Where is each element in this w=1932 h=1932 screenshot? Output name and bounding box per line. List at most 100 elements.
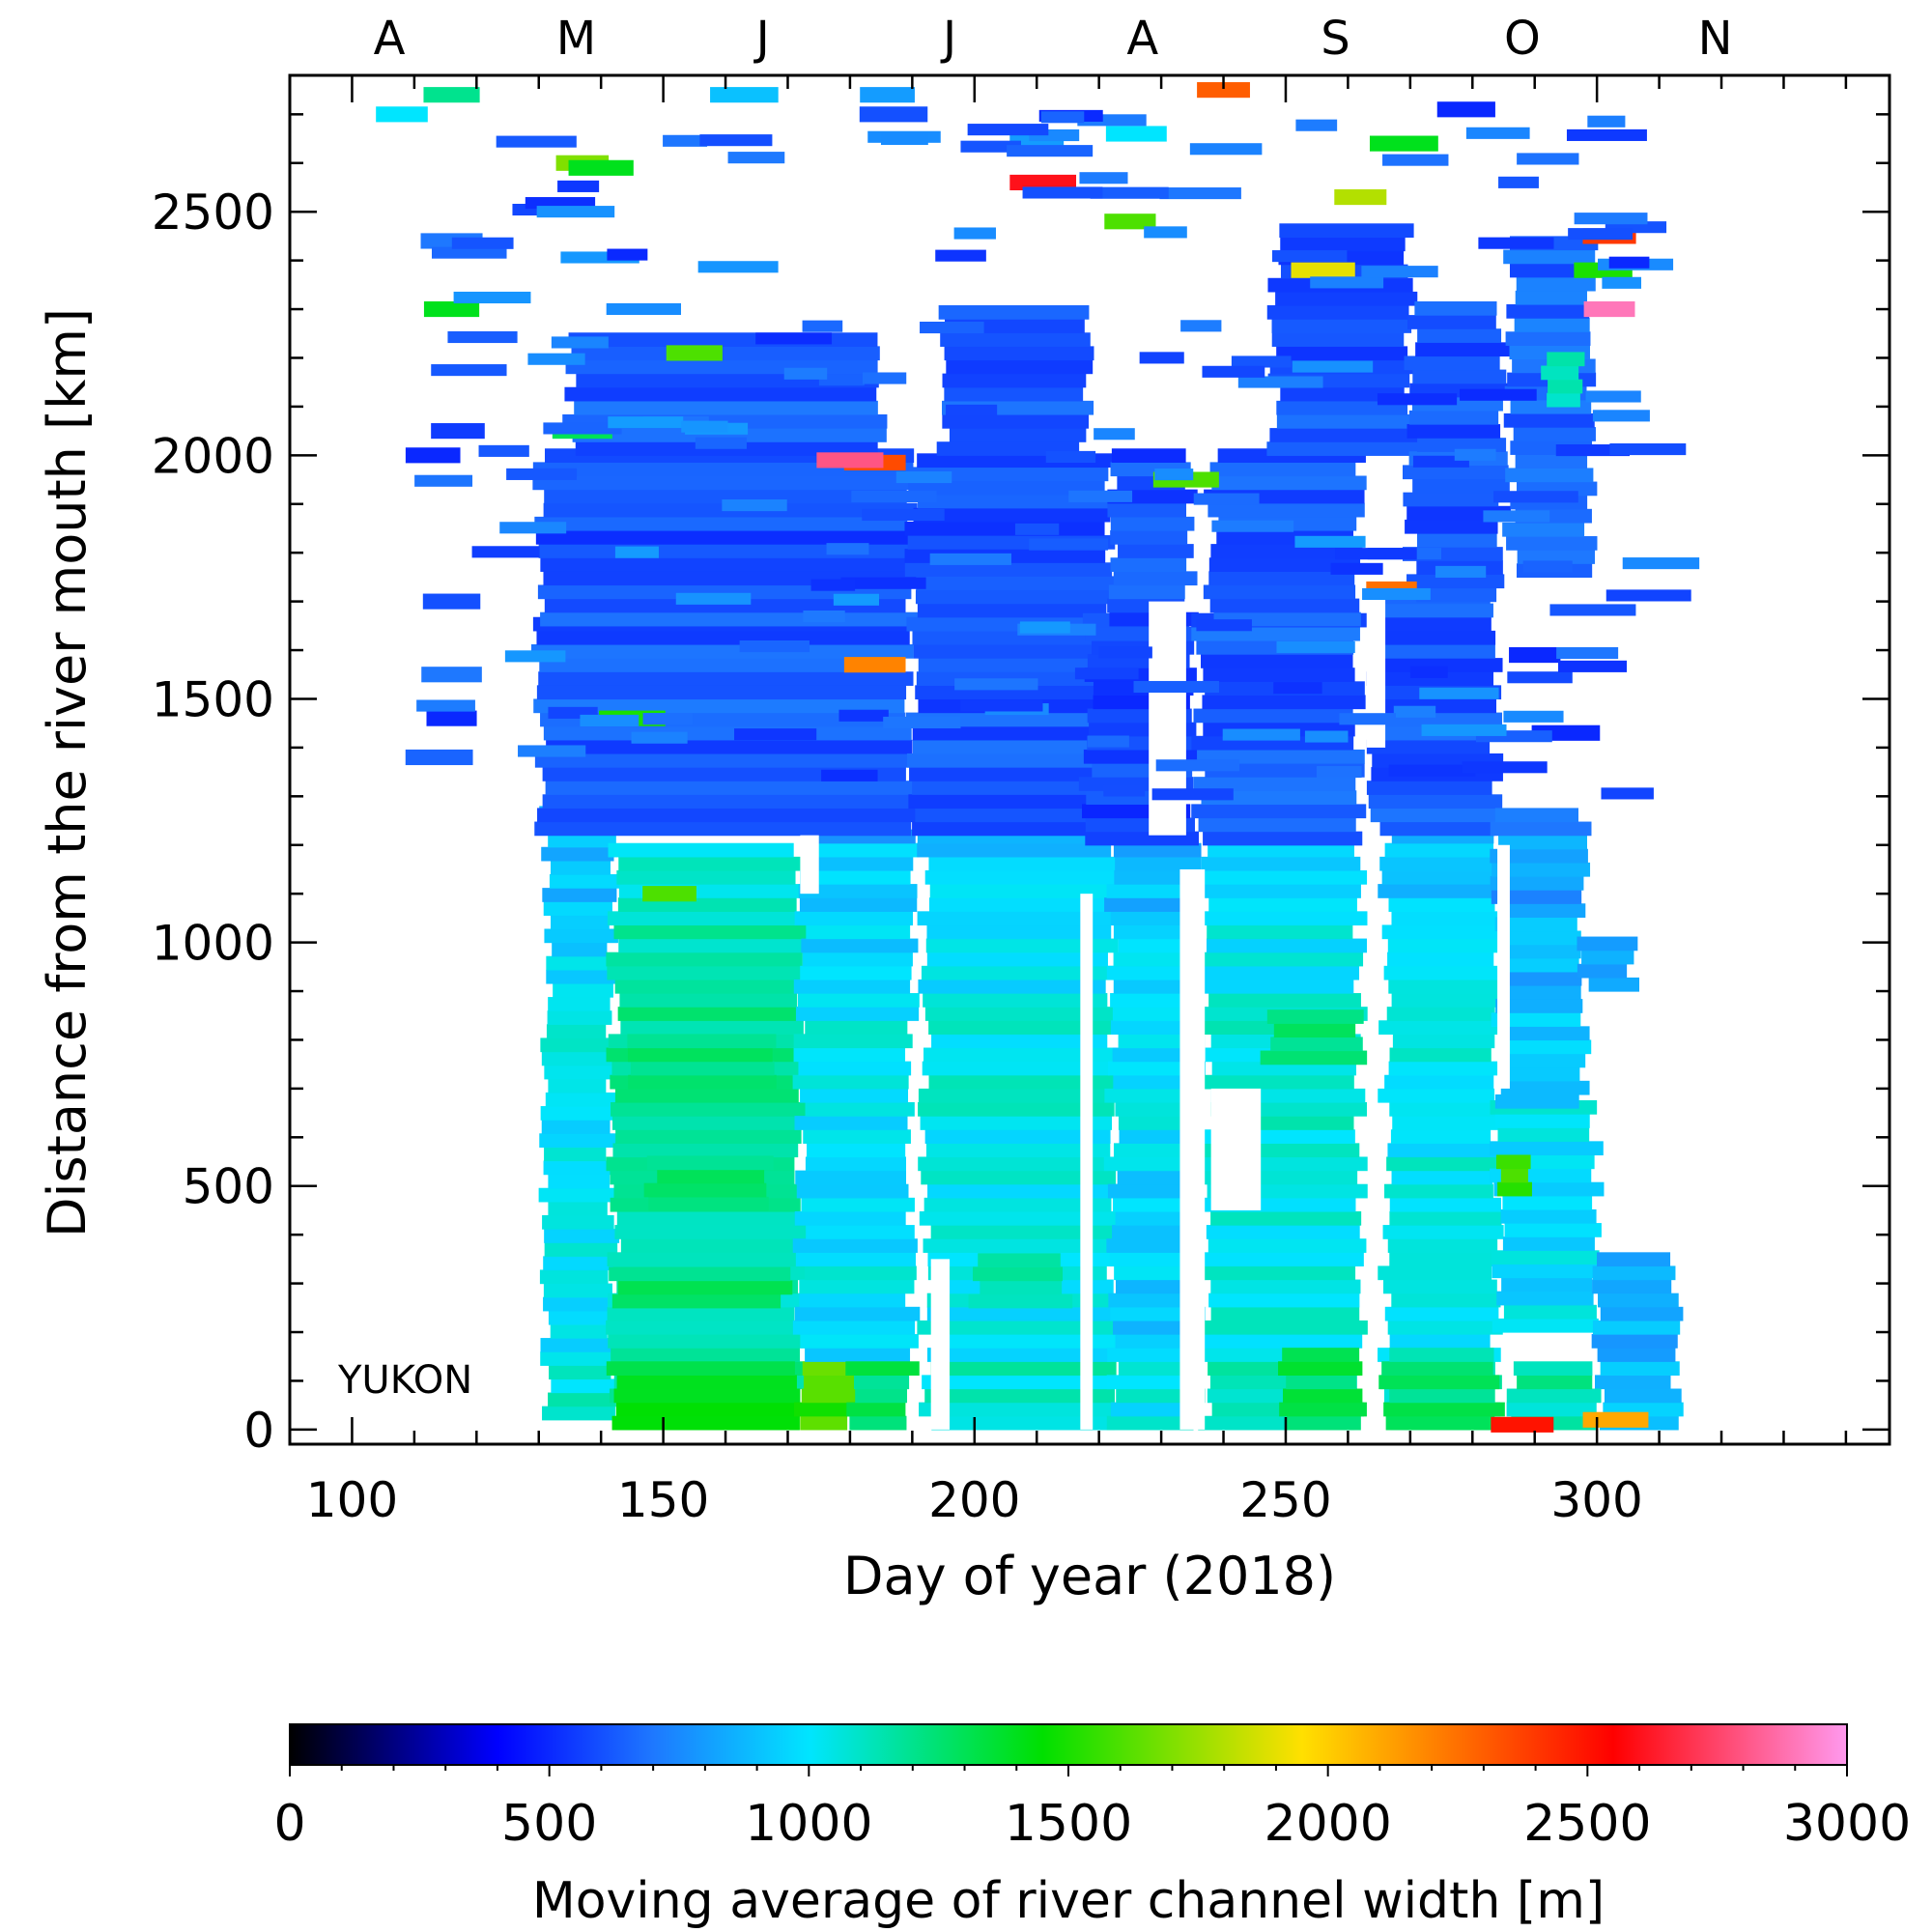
obs-strip <box>1276 400 1408 415</box>
obs-segment <box>1609 443 1687 456</box>
obs-strip <box>643 1182 767 1198</box>
obs-strip <box>1403 492 1499 507</box>
obs-segment <box>1316 766 1362 779</box>
obs-segment <box>818 374 865 386</box>
obs-strip <box>1278 1361 1363 1376</box>
obs-strip <box>613 924 807 940</box>
obs-segment <box>414 474 473 487</box>
obs-segment <box>1144 226 1187 239</box>
colorbar-bar <box>289 1723 1848 1766</box>
obs-segment <box>1393 705 1436 718</box>
obs-strip <box>1280 237 1406 252</box>
obs-strip <box>923 1047 1118 1063</box>
obs-strip <box>1379 856 1501 871</box>
obs-strip <box>1106 1375 1194 1390</box>
obs-strip <box>1502 1236 1595 1251</box>
obs-strip <box>1505 468 1594 483</box>
obs-strip <box>544 489 907 504</box>
x-axis-title: Day of year (2018) <box>843 1546 1336 1606</box>
obs-strip <box>1415 342 1512 357</box>
obs-segment <box>935 249 986 262</box>
obs-strip <box>1115 856 1202 871</box>
y-axis: 0 500 1000 1500 2000 2500 <box>152 113 1889 1459</box>
obs-strip <box>1201 856 1361 871</box>
obs-segment <box>1335 548 1417 560</box>
obs-strip <box>539 658 905 672</box>
obs-strip <box>1491 1250 1600 1265</box>
obs-strip <box>616 1210 798 1226</box>
obs-segment <box>1460 388 1537 401</box>
obs-strip <box>657 1169 765 1184</box>
obs-segment <box>1334 188 1387 206</box>
obs-strip <box>1391 1170 1493 1185</box>
obs-strip <box>801 938 919 953</box>
obs-strip <box>1408 410 1499 425</box>
obs-strip <box>1383 1279 1497 1294</box>
obs-segment <box>1587 115 1626 128</box>
obs-segment <box>859 106 928 123</box>
obs-segment <box>557 180 600 192</box>
obs-strip <box>796 1183 909 1199</box>
obs-strip <box>542 767 906 781</box>
x-tick-label: 100 <box>306 1472 398 1528</box>
obs-segment <box>1330 562 1383 575</box>
obs-segment <box>675 592 752 605</box>
obs-strip <box>1109 1252 1192 1267</box>
obs-strip <box>1104 897 1195 912</box>
colorbar-tick-label: 1500 <box>1005 1795 1132 1853</box>
obs-strip <box>546 969 616 984</box>
obs-segment <box>699 134 773 147</box>
obs-strip <box>1110 1020 1197 1036</box>
obs-segment <box>810 579 856 591</box>
obs-strip <box>542 1214 614 1230</box>
obs-strip <box>1383 1402 1505 1417</box>
obs-strip <box>912 739 1113 754</box>
obs-strip <box>1503 1304 1597 1320</box>
obs-segment <box>1608 256 1650 269</box>
obs-strip <box>1498 957 1579 973</box>
obs-strip <box>1389 1388 1495 1404</box>
obs-strip <box>1114 869 1201 885</box>
obs-strip <box>904 562 1113 577</box>
obs-strip <box>1497 1181 1532 1197</box>
colorbar-tick-label: 3000 <box>1783 1795 1911 1853</box>
obs-segment <box>431 364 507 377</box>
obs-strip <box>618 938 805 953</box>
obs-strip <box>1266 441 1418 456</box>
obs-strip <box>545 781 917 795</box>
obs-strip <box>1208 1238 1367 1253</box>
obs-strip <box>1500 944 1581 959</box>
obs-strip <box>1389 1334 1491 1349</box>
obs-strip <box>617 1280 793 1295</box>
y-tick-label: 2000 <box>152 428 274 484</box>
obs-strip <box>543 1256 614 1271</box>
obs-strip <box>1273 1023 1356 1038</box>
obs-strip <box>803 1375 856 1390</box>
obs-strip <box>1370 603 1493 618</box>
obs-strip <box>548 1392 616 1407</box>
obs-strip <box>1406 574 1505 589</box>
obs-strip <box>949 428 1087 442</box>
obs-strip <box>1103 1156 1192 1172</box>
obs-strip <box>1388 1061 1503 1076</box>
obs-strip <box>921 1170 1117 1185</box>
obs-strip <box>794 1116 908 1130</box>
colorbar-tick-label: 1000 <box>745 1795 872 1853</box>
obs-strip <box>607 911 796 926</box>
obs-segment <box>1493 491 1578 503</box>
obs-strip <box>1600 1306 1684 1321</box>
obs-strip <box>918 979 1106 994</box>
obs-segment <box>1585 390 1641 403</box>
obs-strip <box>1113 952 1192 967</box>
obs-strip <box>1407 315 1496 329</box>
obs-segment <box>421 667 482 683</box>
obs-strip <box>1389 1210 1502 1226</box>
obs-strip <box>918 658 1106 672</box>
obs-strip <box>928 1020 1113 1036</box>
obs-segment <box>1276 640 1355 653</box>
obs-segment <box>1139 352 1184 364</box>
obs-strip <box>1517 550 1596 564</box>
obs-segment <box>1098 646 1152 659</box>
obs-strip <box>1209 598 1360 613</box>
obs-strip <box>1117 1170 1195 1185</box>
